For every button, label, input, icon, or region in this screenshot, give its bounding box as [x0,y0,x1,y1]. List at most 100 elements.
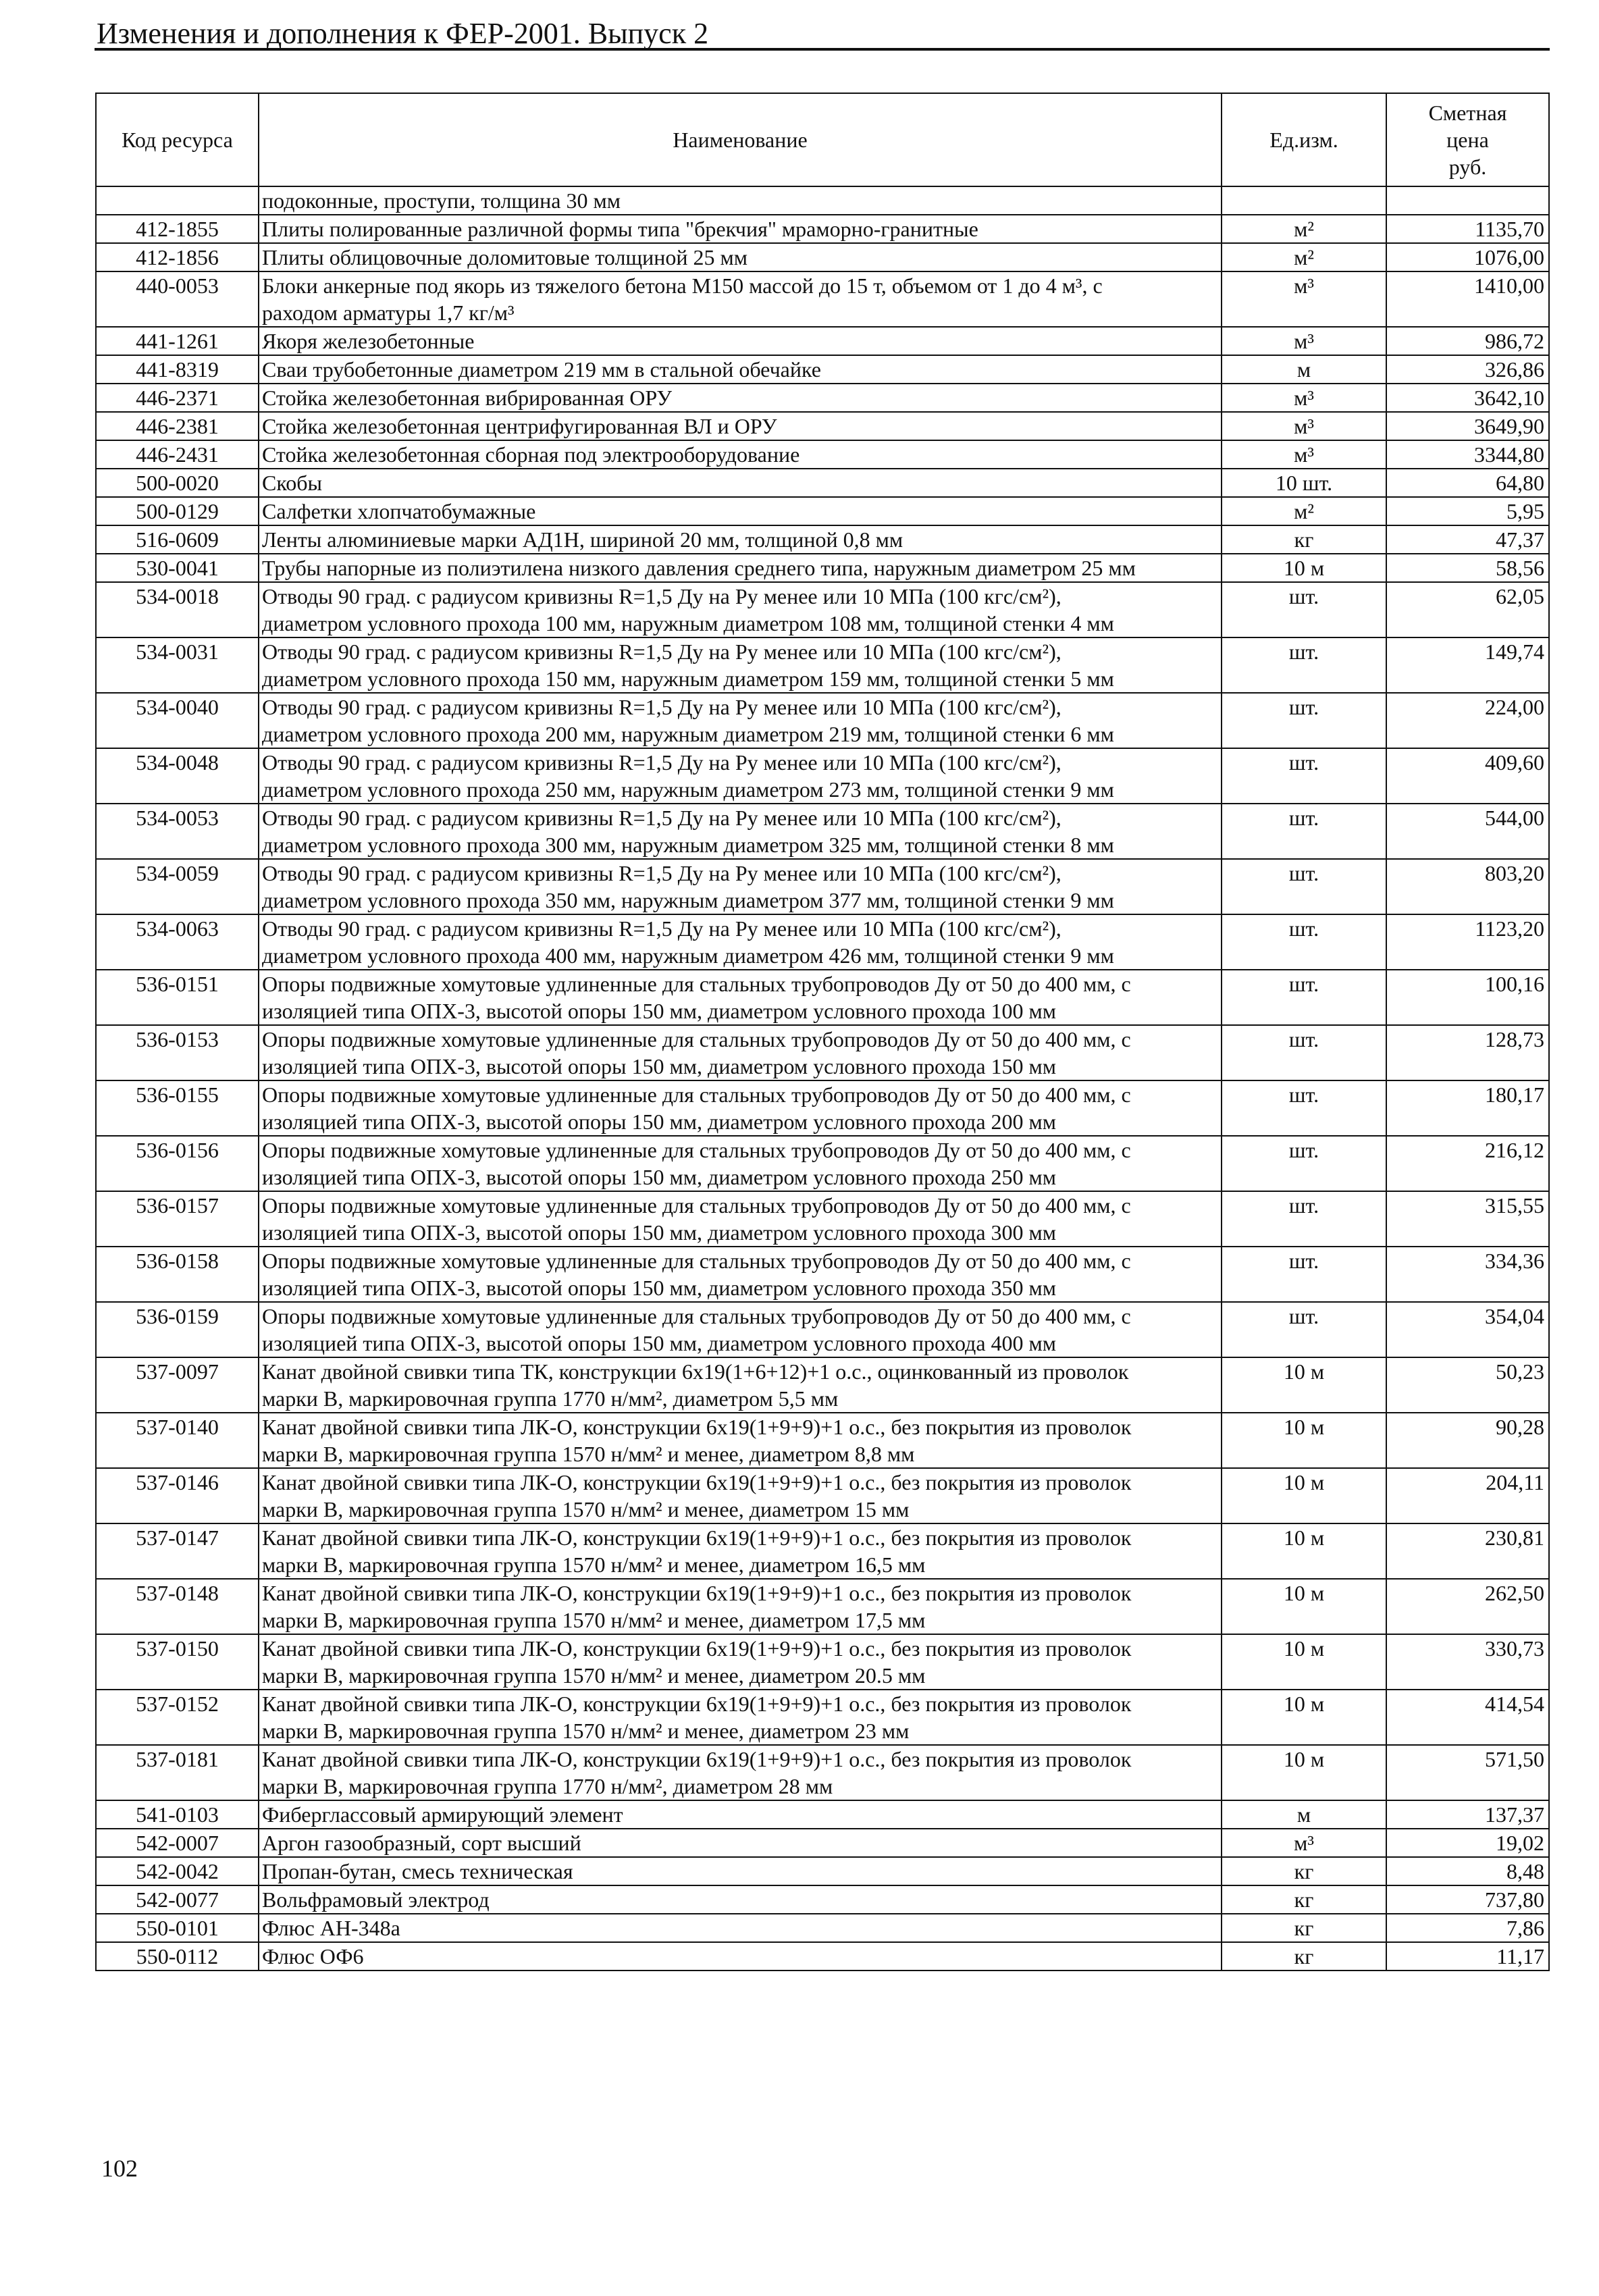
cell-code: 542-0042 [95,1856,259,1886]
cell-code: 536-0157 [95,1191,259,1247]
cell-name: Канат двойной свивки типа ЛК-О, конструк… [258,1744,1222,1801]
cell-code: 536-0151 [95,969,259,1026]
cell-unit: м² [1221,496,1387,526]
table-row: 441-8319 Сваи трубобетонные диаметром 219… [95,355,1550,384]
table-row: 534-0040 Отводы 90 град. с радиусом криви… [95,692,1550,749]
cell-unit: м³ [1221,411,1387,441]
table-row: 536-0155 Опоры подвижные хомутовые удлине… [95,1080,1550,1137]
cell-price: 571,50 [1386,1744,1550,1801]
cell-name: Опоры подвижные хомутовые удлиненные для… [258,1135,1222,1192]
cell-name: Отводы 90 град. с радиусом кривизны R=1,… [258,637,1222,694]
cell-unit: шт. [1221,803,1387,860]
table-row: 534-0059 Отводы 90 град. с радиусом криви… [95,858,1550,915]
cell-code: 537-0181 [95,1744,259,1801]
cell-price: 137,37 [1386,1800,1550,1829]
cell-name: Канат двойной свивки типа ЛК-О, конструк… [258,1523,1222,1580]
cell-code: 537-0148 [95,1578,259,1635]
table-row: 446-2431 Стойка железобетонная сборная по… [95,440,1550,469]
cell-price: 330,73 [1386,1634,1550,1690]
cell-price: 204,11 [1386,1467,1550,1524]
cell-code: 441-8319 [95,355,259,384]
cell-code: 550-0112 [95,1941,259,1971]
table-row: 412-1855 Плиты полированные различной фор… [95,214,1550,244]
cell-price: 326,86 [1386,355,1550,384]
cell-unit: 10 м [1221,1523,1387,1580]
cell-name: Салфетки хлопчатобумажные [258,496,1222,526]
cell-price: 3649,90 [1386,411,1550,441]
cell-code: 534-0048 [95,748,259,804]
cell-code: 536-0156 [95,1135,259,1192]
cell-unit: шт. [1221,1191,1387,1247]
table-row: 500-0129 Салфетки хлопчатобумажные м² 5,95 [95,496,1550,526]
cell-price: 354,04 [1386,1301,1550,1358]
table-row: 534-0048 Отводы 90 град. с радиусом криви… [95,748,1550,804]
cell-price: 334,36 [1386,1246,1550,1303]
cell-name: подоконные, проступи, толщина 30 мм [258,186,1222,215]
cell-name: Канат двойной свивки типа ЛК-О, конструк… [258,1578,1222,1635]
cell-unit: м³ [1221,383,1387,413]
cell-unit: кг [1221,1941,1387,1971]
cell-price: 19,02 [1386,1828,1550,1858]
cell-unit: м³ [1221,326,1387,356]
cell-price: 58,56 [1386,553,1550,583]
cell-unit: м [1221,1800,1387,1829]
cell-name: Отводы 90 град. с радиусом кривизны R=1,… [258,803,1222,860]
table-header-row: Код ресурса Наименование Ед.изм. Сметная… [95,93,1550,187]
table-row: 550-0101 Флюс АН-348а кг 7,86 [95,1913,1550,1943]
cell-code: 536-0155 [95,1080,259,1137]
cell-name: Якоря железобетонные [258,326,1222,356]
cell-price: 737,80 [1386,1885,1550,1914]
cell-code: 534-0053 [95,803,259,860]
cell-unit: шт. [1221,748,1387,804]
column-header-unit: Ед.изм. [1221,93,1387,187]
cell-price [1386,186,1550,215]
cell-code: 534-0018 [95,581,259,638]
cell-unit: 10 м [1221,1744,1387,1801]
table-row: 446-2371 Стойка железобетонная вибрирован… [95,383,1550,413]
cell-code: 541-0103 [95,1800,259,1829]
cell-code: 537-0146 [95,1467,259,1524]
cell-name: Плиты облицовочные доломитовые толщиной … [258,242,1222,272]
cell-price: 3344,80 [1386,440,1550,469]
cell-unit: м³ [1221,271,1387,328]
cell-name: Отводы 90 град. с радиусом кривизны R=1,… [258,858,1222,915]
table-row: 542-0007 Аргон газообразный, сорт высший м… [95,1828,1550,1858]
cell-code: 534-0031 [95,637,259,694]
cell-unit: шт. [1221,581,1387,638]
table-row: подоконные, проступи, толщина 30 мм [95,186,1550,215]
table-body: подоконные, проступи, толщина 30 мм 412-1… [95,186,1550,1971]
cell-name: Отводы 90 град. с радиусом кривизны R=1,… [258,914,1222,970]
table-row: 536-0151 Опоры подвижные хомутовые удлине… [95,969,1550,1026]
table-row: 534-0063 Отводы 90 град. с радиусом криви… [95,914,1550,970]
cell-unit: 10 м [1221,1634,1387,1690]
cell-code: 536-0158 [95,1246,259,1303]
table-row: 537-0152 Канат двойной свивки типа ЛК-О, … [95,1689,1550,1746]
cell-name: Скобы [258,468,1222,498]
cell-price: 224,00 [1386,692,1550,749]
cell-price: 8,48 [1386,1856,1550,1886]
table-row: 536-0158 Опоры подвижные хомутовые удлине… [95,1246,1550,1303]
cell-unit: шт. [1221,969,1387,1026]
cell-price: 262,50 [1386,1578,1550,1635]
cell-name: Канат двойной свивки типа ЛК-О, конструк… [258,1412,1222,1469]
cell-unit: шт. [1221,1024,1387,1081]
cell-unit: шт. [1221,1301,1387,1358]
cell-name: Флюс АН-348а [258,1913,1222,1943]
cell-name: Блоки анкерные под якорь из тяжелого бет… [258,271,1222,328]
cell-unit: 10 м [1221,1467,1387,1524]
cell-unit: шт. [1221,637,1387,694]
cell-price: 149,74 [1386,637,1550,694]
cell-price: 216,12 [1386,1135,1550,1192]
cell-price: 62,05 [1386,581,1550,638]
cell-name: Опоры подвижные хомутовые удлиненные для… [258,1246,1222,1303]
cell-code: 446-2431 [95,440,259,469]
table-row: 537-0097 Канат двойной свивки типа ТК, ко… [95,1357,1550,1413]
cell-unit: м³ [1221,1828,1387,1858]
cell-price: 986,72 [1386,326,1550,356]
cell-price: 1410,00 [1386,271,1550,328]
table-row: 537-0148 Канат двойной свивки типа ЛК-О, … [95,1578,1550,1635]
page-number: 102 [101,2155,138,2182]
table-row: 537-0146 Канат двойной свивки типа ЛК-О, … [95,1467,1550,1524]
cell-code: 542-0007 [95,1828,259,1858]
cell-name: Канат двойной свивки типа ЛК-О, конструк… [258,1689,1222,1746]
